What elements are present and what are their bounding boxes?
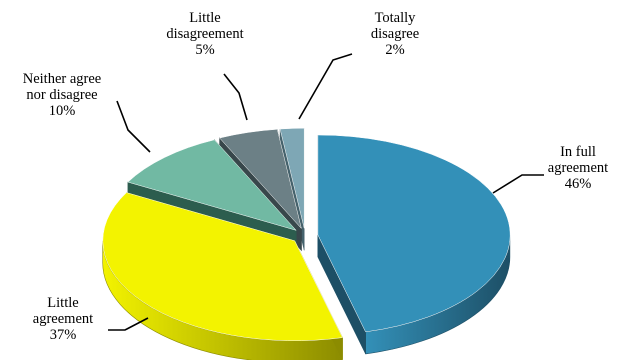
leader-line-1 bbox=[108, 317, 149, 331]
slice-in-full-agreement bbox=[317, 134, 511, 333]
slice-name-label: nor disagree bbox=[26, 87, 97, 103]
slice-name-label: disagreement bbox=[166, 26, 243, 42]
slice-label-layer: In fullagreement46%Littleagreement37%Nei… bbox=[23, 10, 608, 343]
slice-value-label: 5% bbox=[195, 42, 214, 58]
leader-line-0 bbox=[492, 174, 544, 194]
slice-neither-agree-nor-disagree bbox=[127, 139, 297, 231]
leader-line-2 bbox=[116, 100, 151, 153]
slice-little-disagreement bbox=[219, 129, 302, 229]
slice-name-label: agreement bbox=[33, 311, 93, 327]
slice-name-label: Little bbox=[189, 10, 220, 26]
slice-name-label: disagree bbox=[371, 26, 419, 42]
slice-name-label: In full bbox=[560, 144, 596, 160]
slice-name-label: agreement bbox=[548, 160, 608, 176]
slice-name-label: Neither agree bbox=[23, 71, 102, 87]
slice-value-label: 37% bbox=[50, 327, 77, 343]
slice-name-label: Totally bbox=[375, 10, 417, 26]
slice-value-label: 2% bbox=[385, 42, 404, 58]
slice-little-agreement bbox=[102, 192, 343, 341]
slice-value-label: 10% bbox=[49, 103, 76, 119]
slice-totally-disagree bbox=[279, 127, 305, 229]
leader-line-3 bbox=[223, 73, 248, 121]
slice-name-label: Little bbox=[47, 295, 78, 311]
leader-line-4 bbox=[298, 53, 353, 120]
slice-top-layer bbox=[102, 127, 511, 341]
slice-value-label: 46% bbox=[565, 176, 592, 192]
